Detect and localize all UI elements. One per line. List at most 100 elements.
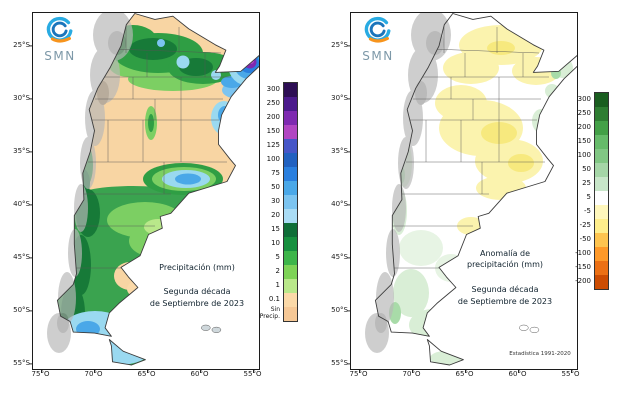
legend-label: 5 bbox=[275, 253, 280, 261]
legend-label: 5 bbox=[586, 193, 591, 201]
legend-label: -100 bbox=[575, 249, 591, 257]
smn-logo-wordmark: SMN bbox=[44, 49, 76, 63]
legend-label: -150 bbox=[575, 263, 591, 271]
longitude-tick-label: 55°O bbox=[243, 370, 262, 378]
map-title-line-1: Anomalía de bbox=[479, 249, 531, 258]
legend-label: 125 bbox=[266, 141, 280, 149]
legend-swatch bbox=[284, 139, 297, 153]
latitude-tick-label: 50°S bbox=[331, 305, 348, 314]
legend-swatch bbox=[284, 223, 297, 237]
legend-label: 20 bbox=[271, 211, 280, 219]
legend-swatch bbox=[284, 195, 297, 209]
map-title-line-2: precipitación (mm) bbox=[466, 260, 544, 269]
latitude-tick-label: 55°S bbox=[13, 358, 30, 367]
subtitle-line-1: Segunda década bbox=[471, 285, 539, 294]
legend-swatch bbox=[284, 265, 297, 279]
smn-logo: SMN bbox=[354, 16, 402, 63]
legend-swatch bbox=[595, 191, 608, 205]
legend-swatch bbox=[595, 121, 608, 135]
smn-logo-wordmark: SMN bbox=[362, 49, 394, 63]
legend-label: -5 bbox=[584, 207, 591, 215]
longitude-axis: 75°O 70°O 65°O 60°O 55°O bbox=[0, 370, 318, 382]
legend-swatch bbox=[284, 237, 297, 251]
latitude-tick-label: 25°S bbox=[13, 40, 30, 49]
anomaly-map-frame bbox=[347, 12, 578, 373]
legend-label: 250 bbox=[577, 109, 591, 117]
smn-logo: SMN bbox=[36, 16, 84, 63]
legend-label: 200 bbox=[577, 123, 591, 131]
legend-swatch bbox=[595, 93, 608, 107]
precipitation-map-frame bbox=[29, 12, 260, 373]
longitude-tick-label: 65°O bbox=[455, 370, 474, 378]
legend-swatch bbox=[595, 149, 608, 163]
legend-label: 30 bbox=[271, 197, 280, 205]
axis-ticks bbox=[29, 45, 254, 373]
latitude-tick-label: 30°S bbox=[331, 93, 348, 102]
legend-label: 100 bbox=[577, 151, 591, 159]
longitude-tick-label: 75°O bbox=[349, 370, 368, 378]
legend-swatch bbox=[595, 261, 608, 275]
legend-label: 15 bbox=[271, 225, 280, 233]
malvinas-islands bbox=[518, 324, 540, 334]
map-title: Anomalía de precipitación (mm) bbox=[443, 248, 567, 270]
latitude-tick-label: 45°S bbox=[13, 252, 30, 261]
malvinas-islands bbox=[200, 324, 222, 334]
latitude-tick-label: 25°S bbox=[331, 40, 348, 49]
longitude-axis: 75°O 70°O 65°O 60°O 55°O bbox=[318, 370, 635, 382]
map-title: Precipitación (mm) bbox=[135, 262, 259, 273]
smn-logo-icon bbox=[46, 16, 73, 43]
longitude-tick-label: 55°O bbox=[561, 370, 580, 378]
legend-swatch bbox=[595, 205, 608, 219]
longitude-tick-label: 70°O bbox=[84, 370, 103, 378]
legend-labels: 300 250 200 150 100 50 25 5 -5 -25 -50 -100 -150 -200 bbox=[563, 92, 594, 288]
legend-swatch bbox=[595, 177, 608, 191]
longitude-tick-label: 65°O bbox=[137, 370, 156, 378]
precipitation-legend: 300 250 200 150 125 100 75 50 30 20 15 10 5 2 1 0.1 Sin … bbox=[252, 82, 298, 322]
legend-label: 300 bbox=[577, 95, 591, 103]
legend-colorbar bbox=[283, 82, 298, 322]
legend-swatch bbox=[284, 83, 297, 97]
legend-label: 2 bbox=[275, 267, 280, 275]
latitude-tick-label: 30°S bbox=[13, 93, 30, 102]
statistics-period-note: Estadística 1991-2020 bbox=[509, 351, 571, 357]
subtitle-line-2: de Septiembre de 2023 bbox=[149, 299, 245, 308]
latitude-tick-label: 40°S bbox=[331, 199, 348, 208]
legend-label: 50 bbox=[582, 165, 591, 173]
map-subtitle: Segunda década de Septiembre de 2023 bbox=[440, 284, 570, 308]
legend-label: 250 bbox=[266, 99, 280, 107]
legend-swatch bbox=[284, 209, 297, 223]
legend-swatch bbox=[595, 247, 608, 261]
legend-label: 0.1 bbox=[268, 295, 280, 303]
legend-label: 75 bbox=[271, 169, 280, 177]
legend-label: 150 bbox=[577, 137, 591, 145]
latitude-tick-label: 55°S bbox=[331, 358, 348, 367]
legend-label: 200 bbox=[266, 113, 280, 121]
longitude-tick-label: 60°O bbox=[190, 370, 209, 378]
legend-label: 10 bbox=[271, 239, 280, 247]
latitude-tick-label: 40°S bbox=[13, 199, 30, 208]
anomaly-legend: 300 250 200 150 100 50 25 5 -5 -25 -50 -100 -150 -200 bbox=[563, 92, 609, 290]
legend-swatch bbox=[595, 219, 608, 233]
legend-labels: 300 250 200 150 125 100 75 50 30 20 15 10 5 2 1 0.1 Sin … bbox=[252, 82, 283, 320]
latitude-tick-label: 45°S bbox=[331, 252, 348, 261]
map-subtitle: Segunda década de Septiembre de 2023 bbox=[132, 286, 262, 310]
longitude-tick-label: 75°O bbox=[31, 370, 50, 378]
legend-colorbar bbox=[594, 92, 609, 290]
legend-swatch bbox=[284, 167, 297, 181]
legend-swatch bbox=[284, 251, 297, 265]
legend-swatch bbox=[595, 233, 608, 247]
legend-label: -200 bbox=[575, 277, 591, 285]
legend-label: 50 bbox=[271, 183, 280, 191]
legend-label: 300 bbox=[266, 85, 280, 93]
legend-swatch bbox=[284, 279, 297, 293]
longitude-tick-label: 70°O bbox=[402, 370, 421, 378]
legend-label: -25 bbox=[579, 221, 591, 229]
subtitle-line-2: de Septiembre de 2023 bbox=[457, 297, 553, 306]
legend-swatch bbox=[595, 107, 608, 121]
latitude-tick-label: 35°S bbox=[13, 146, 30, 155]
legend-label: Sin Precip. bbox=[259, 306, 280, 320]
legend-swatch bbox=[284, 125, 297, 139]
anomaly-map bbox=[347, 13, 577, 373]
anomaly-map-panel: SMN 25°S 30°S 35°S 40°S 45°S 50°S 55°S 75°O 70°… bbox=[318, 0, 635, 406]
